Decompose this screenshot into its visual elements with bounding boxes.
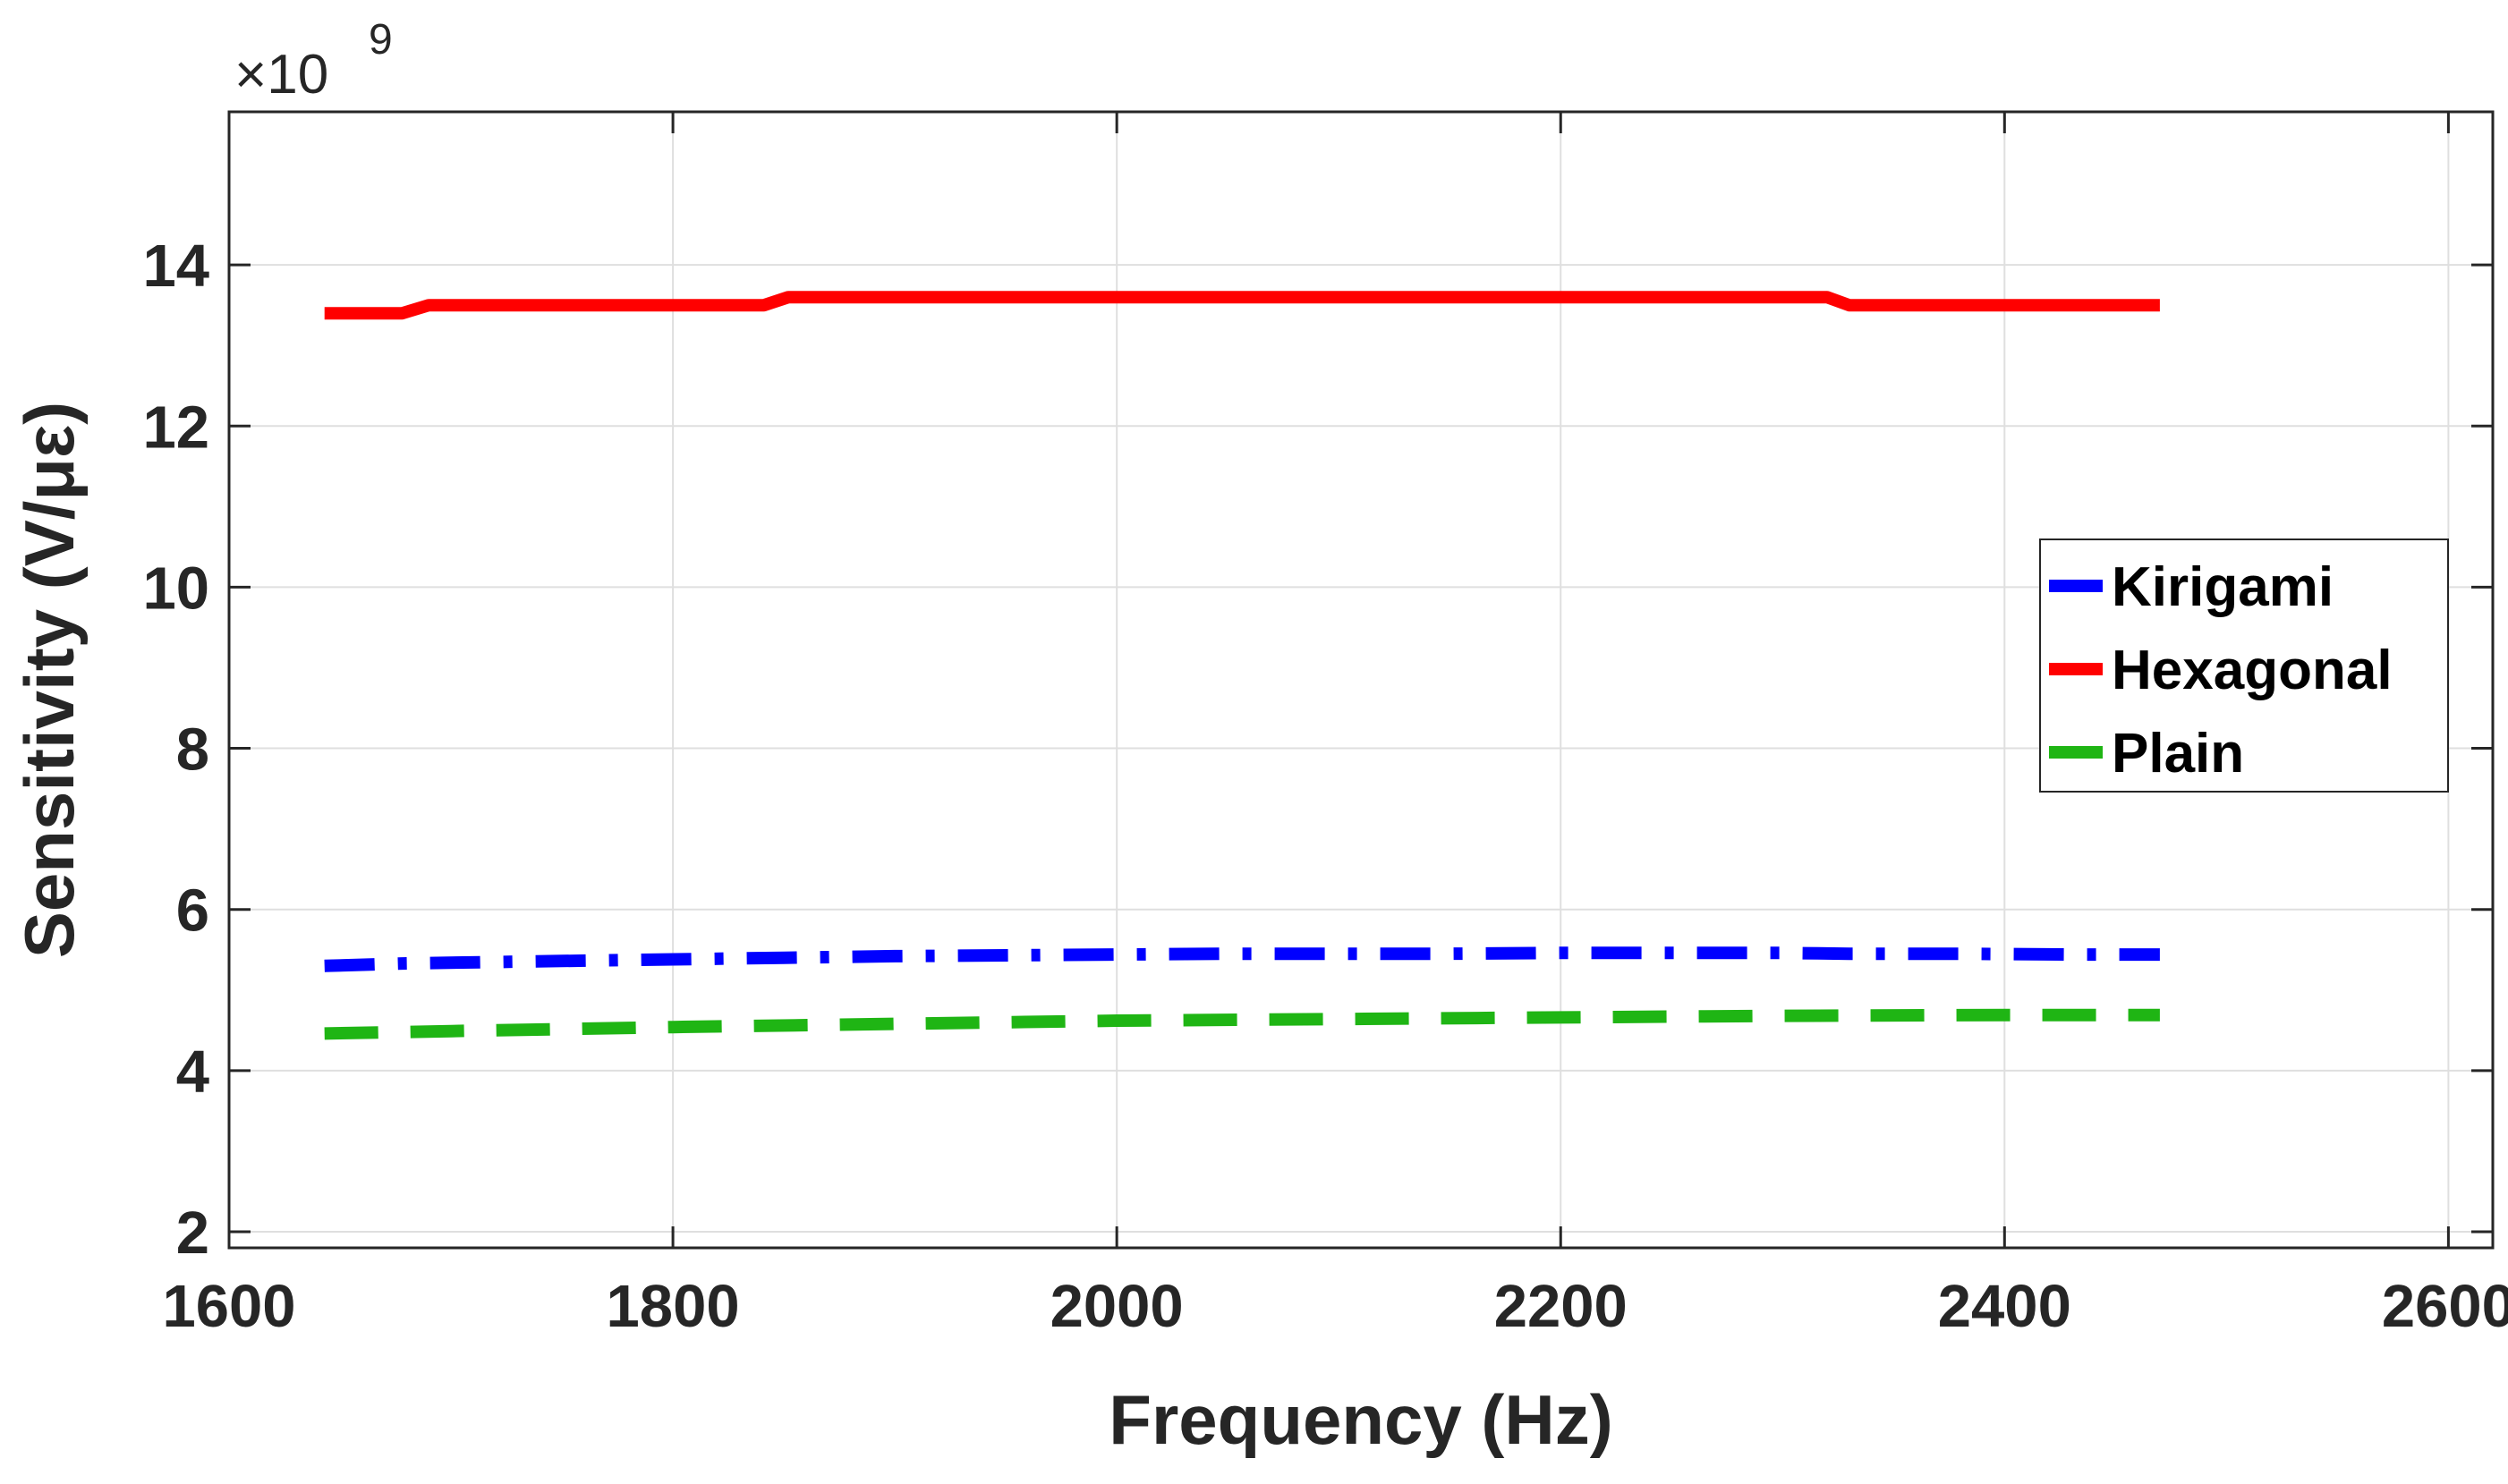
legend-label-hexagonal: Hexagonal [2112,640,2393,701]
axis-ticks: 1600 1800 2000 2200 2400 2600 2 4 6 8 10 12 14 [142,112,2508,1340]
y-tick-label: 6 [176,878,209,945]
series-line-plain [324,1008,2160,1040]
y-tick-label: 14 [142,233,209,300]
x-tick-label: 1800 [607,1273,740,1340]
y-multiplier-exponent: 9 [369,16,393,64]
x-tick-label: 2600 [2382,1273,2508,1340]
x-tick-label: 2400 [1938,1273,2071,1340]
plot-frame [227,110,2495,1250]
series-lines [324,291,2160,1040]
x-tick-label: 2000 [1050,1273,1184,1340]
x-tick-label: 2200 [1494,1273,1628,1340]
y-multiplier-base: ×10 [234,44,328,106]
legend-box [2039,538,2449,793]
legend-label-plain: Plain [2112,723,2244,784]
y-tick-label: 8 [176,717,209,784]
legend: Kirigami Hexagonal Plain [2039,538,2449,793]
y-tick-label: 12 [142,394,209,461]
y-tick-label: 2 [176,1200,209,1267]
y-tick-label: 4 [176,1039,209,1106]
x-axis-title: Frequency (Hz) [1109,1380,1612,1459]
series-line-hexagonal [324,291,2160,320]
y-tick-label: 10 [142,555,209,622]
y-axis-title: Sensitivity (V/με) [10,402,89,958]
x-tick-label: 1600 [162,1273,295,1340]
y-multiplier: ×10 9 [234,16,393,106]
legend-label-kirigami: Kirigami [2112,556,2334,618]
series-line-kirigami [324,946,2160,972]
